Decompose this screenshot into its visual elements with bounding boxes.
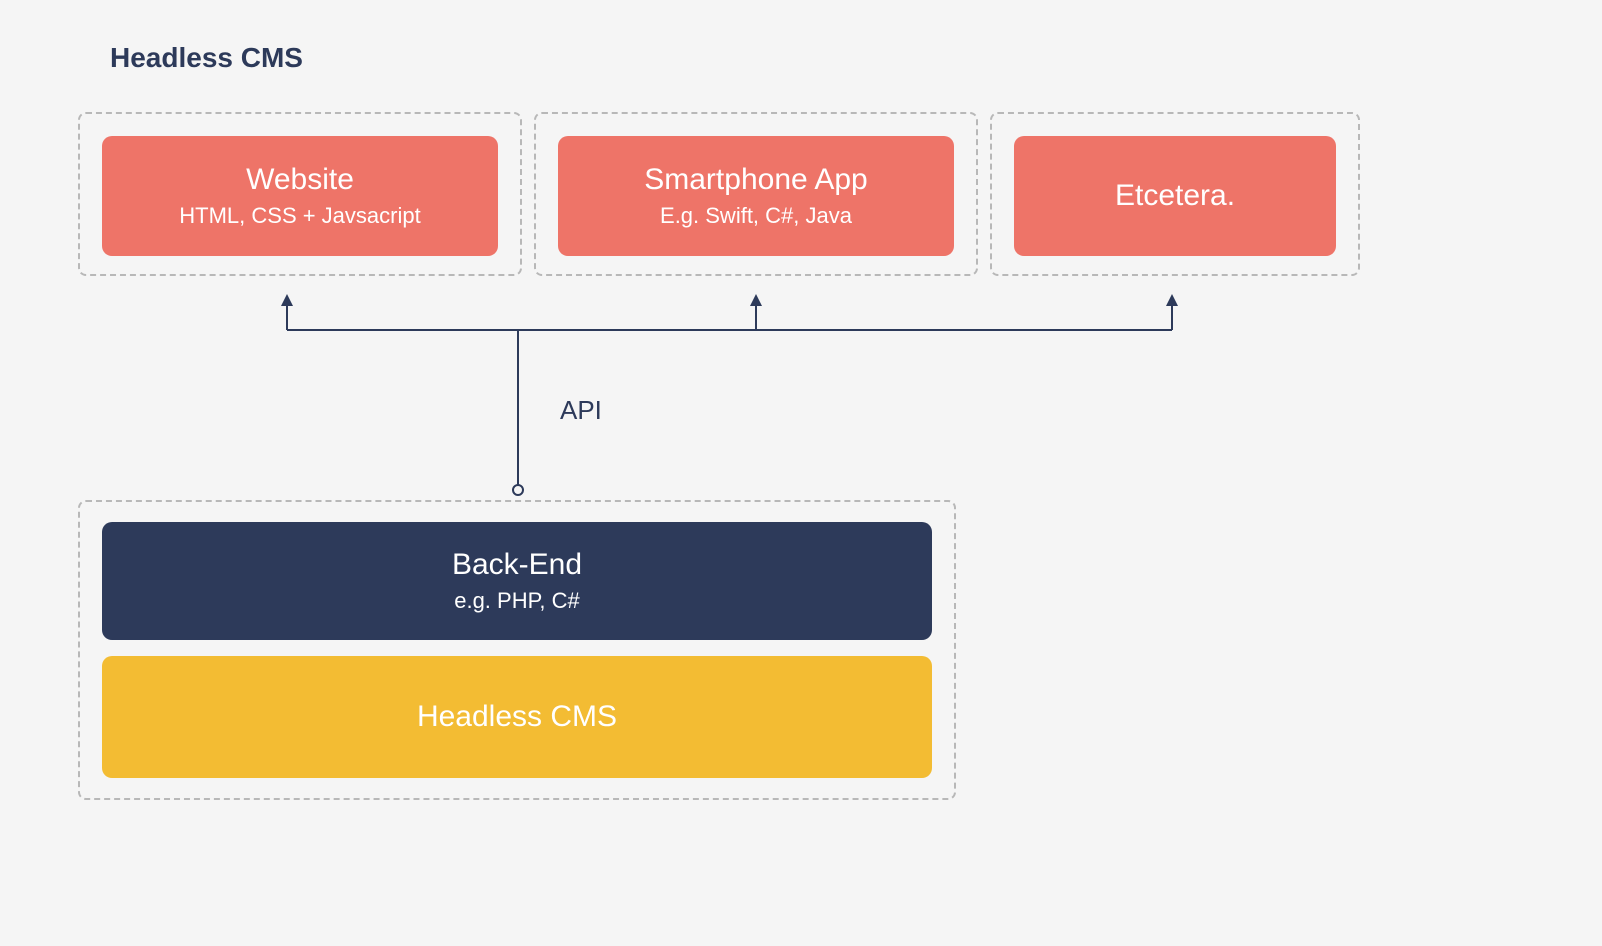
etcetera-title: Etcetera. xyxy=(1115,179,1235,213)
headless-cms-diagram: Headless CMS Website HTML, CSS + Javsacr… xyxy=(0,0,1602,946)
etcetera-box: Etcetera. xyxy=(1014,136,1336,256)
backend-title: Back-End xyxy=(452,548,582,582)
diagram-title: Headless CMS xyxy=(110,42,303,74)
smartphone-title: Smartphone App xyxy=(644,163,868,197)
backend-subtitle: e.g. PHP, C# xyxy=(454,588,580,614)
website-box: Website HTML, CSS + Javsacript xyxy=(102,136,498,256)
api-label: API xyxy=(560,395,602,426)
smartphone-subtitle: E.g. Swift, C#, Java xyxy=(660,203,852,229)
smartphone-box: Smartphone App E.g. Swift, C#, Java xyxy=(558,136,954,256)
website-title: Website xyxy=(246,163,354,197)
headless-cms-box: Headless CMS xyxy=(102,656,932,778)
website-subtitle: HTML, CSS + Javsacript xyxy=(179,203,420,229)
backend-box: Back-End e.g. PHP, C# xyxy=(102,522,932,640)
headless-cms-title: Headless CMS xyxy=(417,700,617,734)
